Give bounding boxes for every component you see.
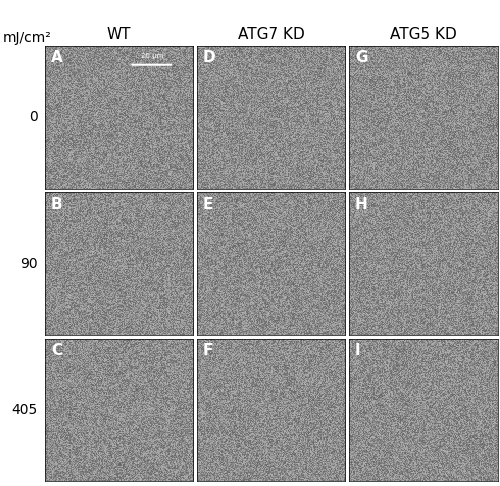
Text: C: C (51, 343, 62, 358)
Text: ATG7 KD: ATG7 KD (238, 27, 304, 42)
Text: 90: 90 (20, 257, 38, 271)
Text: ATG5 KD: ATG5 KD (390, 27, 456, 42)
Text: mJ/cm²: mJ/cm² (2, 31, 51, 45)
Text: B: B (51, 197, 62, 211)
Text: I: I (355, 343, 360, 358)
Text: D: D (203, 51, 215, 66)
Text: WT: WT (107, 27, 132, 42)
Text: A: A (51, 51, 62, 66)
Text: 405: 405 (11, 403, 38, 417)
Text: E: E (203, 197, 213, 211)
Text: 0: 0 (29, 110, 38, 124)
Text: F: F (203, 343, 213, 358)
Text: H: H (355, 197, 368, 211)
Text: 20 μm: 20 μm (140, 53, 163, 59)
Text: G: G (355, 51, 368, 66)
